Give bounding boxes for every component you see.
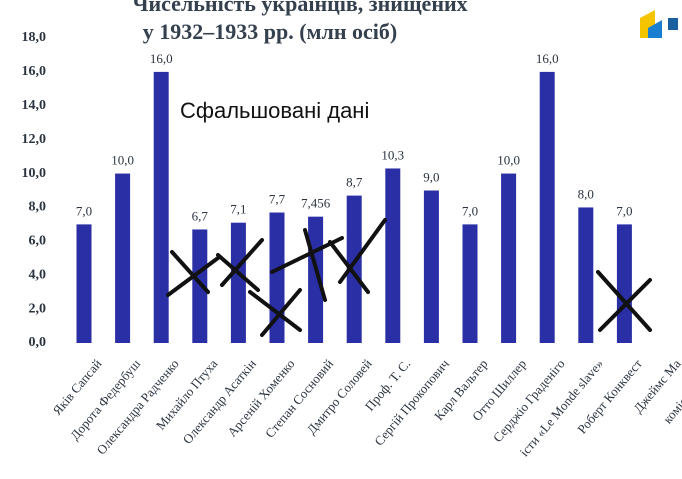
y-tick-label: 4,0 — [29, 267, 47, 282]
value-label: 7,0 — [76, 203, 92, 218]
bar — [346, 195, 362, 343]
value-label: 6,7 — [192, 208, 209, 223]
y-tick-label: 14,0 — [22, 98, 47, 113]
value-label: 10,0 — [111, 153, 134, 168]
x-tick-label: Степан Сосновий — [262, 356, 336, 440]
y-tick-label: 6,0 — [29, 234, 47, 249]
x-tick-label: Дорота Федербуш — [67, 356, 143, 443]
x-tick-label: Серджіо Граденіго — [490, 356, 568, 445]
value-label: 8,7 — [346, 175, 363, 190]
value-label: 10,3 — [381, 147, 404, 162]
value-label: 7,7 — [269, 192, 286, 207]
y-tick-label: 10,0 — [22, 166, 47, 181]
bar — [76, 224, 92, 343]
value-label: 8,0 — [578, 186, 594, 201]
y-tick-label: 0,0 — [29, 335, 47, 350]
value-label: 7,456 — [301, 196, 331, 211]
bar — [423, 190, 439, 343]
scribbles — [166, 218, 652, 337]
value-label: 7,1 — [230, 202, 246, 217]
bar — [385, 168, 401, 343]
value-label: 7,0 — [462, 203, 478, 218]
chart-title: Чисельність українців, знищених — [132, 0, 467, 16]
logo — [640, 10, 678, 38]
x-tick-label: Арсеній Хоменко — [224, 356, 297, 439]
y-tick-label: 16,0 — [22, 64, 47, 79]
bar — [230, 222, 246, 343]
bar — [501, 173, 517, 343]
value-label: 10,0 — [497, 153, 520, 168]
y-tick-label: 8,0 — [29, 200, 47, 215]
bar — [616, 224, 632, 343]
bar — [115, 173, 131, 343]
bar — [539, 71, 555, 343]
bar — [153, 71, 169, 343]
y-tick-label: 2,0 — [29, 301, 47, 316]
y-tick-label: 18,0 — [22, 30, 47, 45]
bar — [462, 224, 478, 343]
bar — [578, 207, 594, 343]
annotation: Сфальшовані дані — [180, 98, 369, 123]
y-tick-label: 12,0 — [22, 132, 47, 147]
value-label: 16,0 — [536, 51, 559, 66]
bar — [192, 229, 208, 343]
value-label: 7,0 — [616, 203, 632, 218]
value-label: 16,0 — [150, 51, 173, 66]
plot: 0,02,04,06,08,010,012,014,016,018,0Яків … — [22, 30, 682, 459]
chart-title: у 1932–1933 рр. (млн осіб) — [143, 19, 398, 44]
value-label: 9,0 — [423, 169, 439, 184]
